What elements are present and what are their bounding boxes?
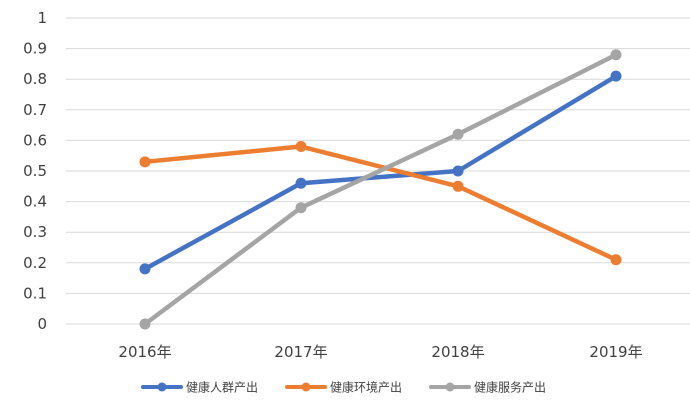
x-tick-label: 2016年 <box>118 343 171 361</box>
series-lines <box>139 49 622 330</box>
y-tick-label: 0.3 <box>23 223 47 241</box>
data-point <box>610 49 622 61</box>
series-line <box>142 144 619 262</box>
data-point <box>295 177 307 189</box>
y-axis: 0 0.1 0.2 0.3 0.4 0.5 0.6 0.7 0.8 0.9 1 <box>23 9 47 333</box>
y-tick-label: 0.4 <box>23 193 47 211</box>
legend-swatch-marker <box>301 382 311 392</box>
y-tick-label: 0.6 <box>23 131 47 149</box>
y-tick-label: 1 <box>37 9 47 27</box>
y-tick-label: 0.9 <box>23 40 47 58</box>
legend-item: 健康人群产出 <box>141 380 258 395</box>
series-line <box>142 73 619 272</box>
x-tick-label: 2018年 <box>431 343 484 361</box>
legend-item: 健康环境产出 <box>285 380 402 395</box>
series-3 <box>139 49 622 330</box>
legend-item: 健康服务产出 <box>429 380 546 395</box>
y-tick-label: 0.5 <box>23 162 47 180</box>
y-tick-label: 0.8 <box>23 70 47 88</box>
data-point <box>610 254 622 266</box>
y-tick-label: 0.1 <box>23 284 47 302</box>
data-point <box>295 141 307 153</box>
data-point <box>139 263 151 275</box>
x-tick-label: 2019年 <box>589 343 642 361</box>
x-axis: 2016年 2017年 2018年 2019年 <box>118 343 642 361</box>
series-line <box>142 52 619 327</box>
data-point <box>452 180 464 192</box>
data-point <box>139 318 151 330</box>
data-point <box>610 70 622 82</box>
legend-label: 健康环境产出 <box>330 380 402 395</box>
data-point <box>139 156 151 168</box>
y-tick-label: 0 <box>37 315 47 333</box>
legend-label: 健康人群产出 <box>186 380 258 395</box>
x-tick-label: 2017年 <box>274 343 327 361</box>
data-point <box>295 202 307 214</box>
legend-swatch-marker <box>445 382 455 392</box>
y-tick-label: 0.7 <box>23 101 47 119</box>
legend-label: 健康服务产出 <box>474 380 546 395</box>
data-point <box>452 128 464 140</box>
data-point <box>452 165 464 177</box>
legend: 健康人群产出 健康环境产出 健康服务产出 <box>141 380 546 395</box>
series-2 <box>139 141 622 266</box>
legend-swatch-marker <box>157 382 167 392</box>
y-tick-label: 0.2 <box>23 254 47 272</box>
series-1 <box>139 70 622 275</box>
